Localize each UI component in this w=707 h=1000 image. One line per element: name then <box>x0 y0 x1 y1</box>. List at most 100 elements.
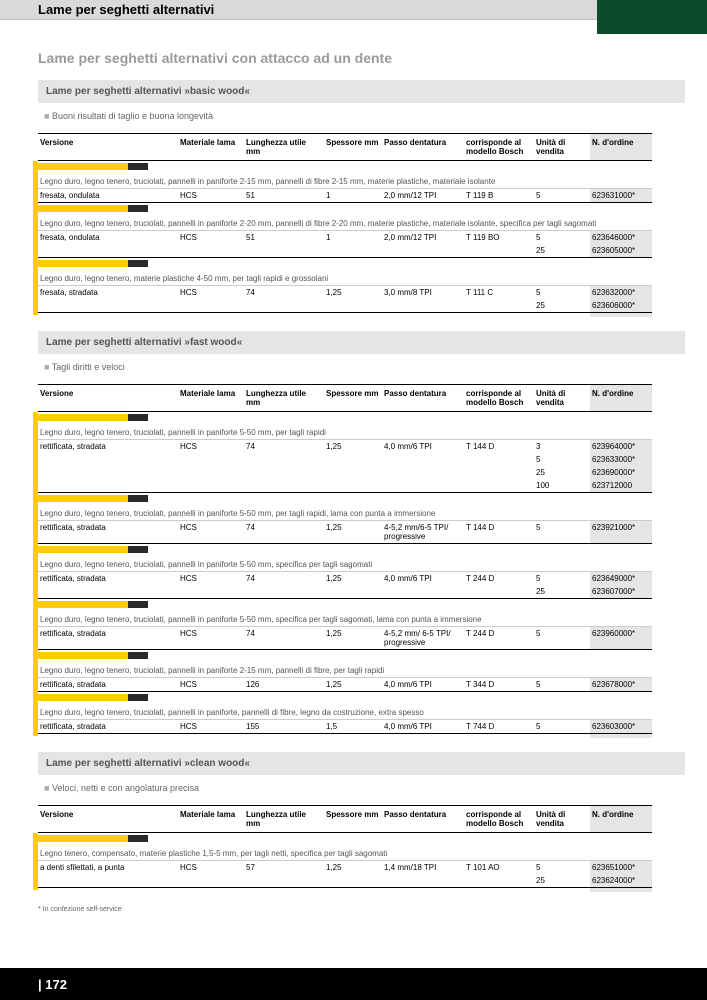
page-number: | 172 <box>38 977 67 992</box>
blade-image <box>38 412 652 426</box>
cell-unita: 5 <box>534 231 590 245</box>
cell-passo <box>382 585 464 599</box>
section-title: Lame per seghetti alternativi »basic woo… <box>38 80 685 103</box>
cell-ordine: 623921000* <box>590 521 652 544</box>
table-row: 25 623607000* <box>38 585 652 599</box>
cell-corrisponde <box>464 299 534 313</box>
cell-materiale: HCS <box>178 440 244 454</box>
cell-lunghezza: 74 <box>244 521 324 544</box>
th-lunghezza: Lunghezza utile mm <box>244 134 324 161</box>
cell-versione: rettificata, stradata <box>38 720 178 734</box>
table-row: fresata, stradata HCS 74 1,25 3,0 mm/8 T… <box>38 286 652 300</box>
cell-versione <box>38 874 178 888</box>
group-description: Legno duro, legno tenero, truciolati, pa… <box>38 174 652 189</box>
blade-image <box>38 833 652 847</box>
cell-versione <box>38 244 178 258</box>
th-corrisponde: corrisponde al modello Bosch <box>464 385 534 412</box>
cell-unita: 5 <box>534 861 590 875</box>
blade-image <box>38 692 652 706</box>
cell-spessore <box>324 453 382 466</box>
cell-corrisponde: T 111 C <box>464 286 534 300</box>
cell-materiale: HCS <box>178 861 244 875</box>
cell-ordine: 623649000* <box>590 572 652 586</box>
table-row: rettificata, stradata HCS 155 1,5 4,0 mm… <box>38 720 652 734</box>
cell-lunghezza: 155 <box>244 720 324 734</box>
cell-corrisponde: T 119 B <box>464 189 534 203</box>
cell-passo <box>382 453 464 466</box>
th-ordine: N. d'ordine <box>590 385 652 412</box>
cell-unita: 25 <box>534 874 590 888</box>
yellow-side-bar <box>33 161 38 316</box>
cell-passo <box>382 874 464 888</box>
table-row: 100 623712000 <box>38 479 652 493</box>
cell-spessore: 1 <box>324 189 382 203</box>
cell-ordine: 623605000* <box>590 244 652 258</box>
cell-corrisponde: T 244 D <box>464 627 534 650</box>
th-unita: Unità di vendita <box>534 806 590 833</box>
cell-ordine: 623606000* <box>590 299 652 313</box>
cell-versione <box>38 466 178 479</box>
group-description: Legno duro, legno tenero, truciolati, pa… <box>38 425 652 440</box>
cell-lunghezza: 51 <box>244 189 324 203</box>
cell-corrisponde <box>464 244 534 258</box>
cell-corrisponde <box>464 453 534 466</box>
cell-materiale: HCS <box>178 720 244 734</box>
table-row: rettificata, stradata HCS 74 1,25 4,0 mm… <box>38 572 652 586</box>
table-row: rettificata, stradata HCS 74 1,25 4-5,2 … <box>38 521 652 544</box>
th-passo: Passo dentatura <box>382 806 464 833</box>
cell-unita: 5 <box>534 286 590 300</box>
cell-lunghezza: 126 <box>244 678 324 692</box>
cell-passo: 4-5,2 mm/ 6-5 TPI/ progressive <box>382 627 464 650</box>
group-description: Legno duro, legno tenero, truciolati, pa… <box>38 506 652 521</box>
blade-image <box>38 599 652 613</box>
cell-ordine: 623712000 <box>590 479 652 493</box>
cell-spessore: 1,25 <box>324 572 382 586</box>
cell-passo <box>382 244 464 258</box>
cell-corrisponde <box>464 479 534 493</box>
cell-ordine: 623678000* <box>590 678 652 692</box>
th-versione: Versione <box>38 806 178 833</box>
th-lunghezza: Lunghezza utile mm <box>244 806 324 833</box>
cell-corrisponde <box>464 585 534 599</box>
cell-passo: 4,0 mm/6 TPI <box>382 572 464 586</box>
cell-ordine: 623631000* <box>590 189 652 203</box>
cell-materiale: HCS <box>178 286 244 300</box>
blade-image <box>38 493 652 507</box>
cell-passo <box>382 299 464 313</box>
cell-spessore <box>324 299 382 313</box>
group-description: Legno tenero, compensato, materie plasti… <box>38 846 652 861</box>
section: Lame per seghetti alternativi »fast wood… <box>0 331 707 738</box>
table-row: 25 623606000* <box>38 299 652 313</box>
cell-passo: 4-5,2 mm/6-5 TPI/ progressive <box>382 521 464 544</box>
cell-passo <box>382 479 464 493</box>
th-versione: Versione <box>38 134 178 161</box>
th-materiale: Materiale lama <box>178 385 244 412</box>
cell-materiale <box>178 466 244 479</box>
cell-ordine: 623960000* <box>590 627 652 650</box>
cell-unita: 25 <box>534 466 590 479</box>
cell-corrisponde: T 144 D <box>464 440 534 454</box>
cell-materiale: HCS <box>178 231 244 245</box>
cell-spessore <box>324 874 382 888</box>
cell-ordine: 623646000* <box>590 231 652 245</box>
cell-versione <box>38 453 178 466</box>
th-ordine: N. d'ordine <box>590 134 652 161</box>
cell-versione: rettificata, stradata <box>38 572 178 586</box>
th-passo: Passo dentatura <box>382 385 464 412</box>
cell-unita: 25 <box>534 585 590 599</box>
cell-passo: 2,0 mm/12 TPI <box>382 189 464 203</box>
cell-versione <box>38 585 178 599</box>
th-materiale: Materiale lama <box>178 134 244 161</box>
group-description: Legno duro, legno tenero, truciolati, pa… <box>38 663 652 678</box>
footnote: * In confezione self-service <box>38 906 707 913</box>
data-table: Versione Materiale lama Lunghezza utile … <box>38 805 652 892</box>
cell-versione: rettificata, stradata <box>38 440 178 454</box>
cell-unita: 5 <box>534 189 590 203</box>
cell-versione: fresata, ondulata <box>38 231 178 245</box>
cell-unita: 5 <box>534 453 590 466</box>
cell-spessore: 1,25 <box>324 440 382 454</box>
cell-lunghezza: 57 <box>244 861 324 875</box>
th-unita: Unità di vendita <box>534 134 590 161</box>
cell-spessore: 1,25 <box>324 627 382 650</box>
cell-corrisponde: T 101 AO <box>464 861 534 875</box>
